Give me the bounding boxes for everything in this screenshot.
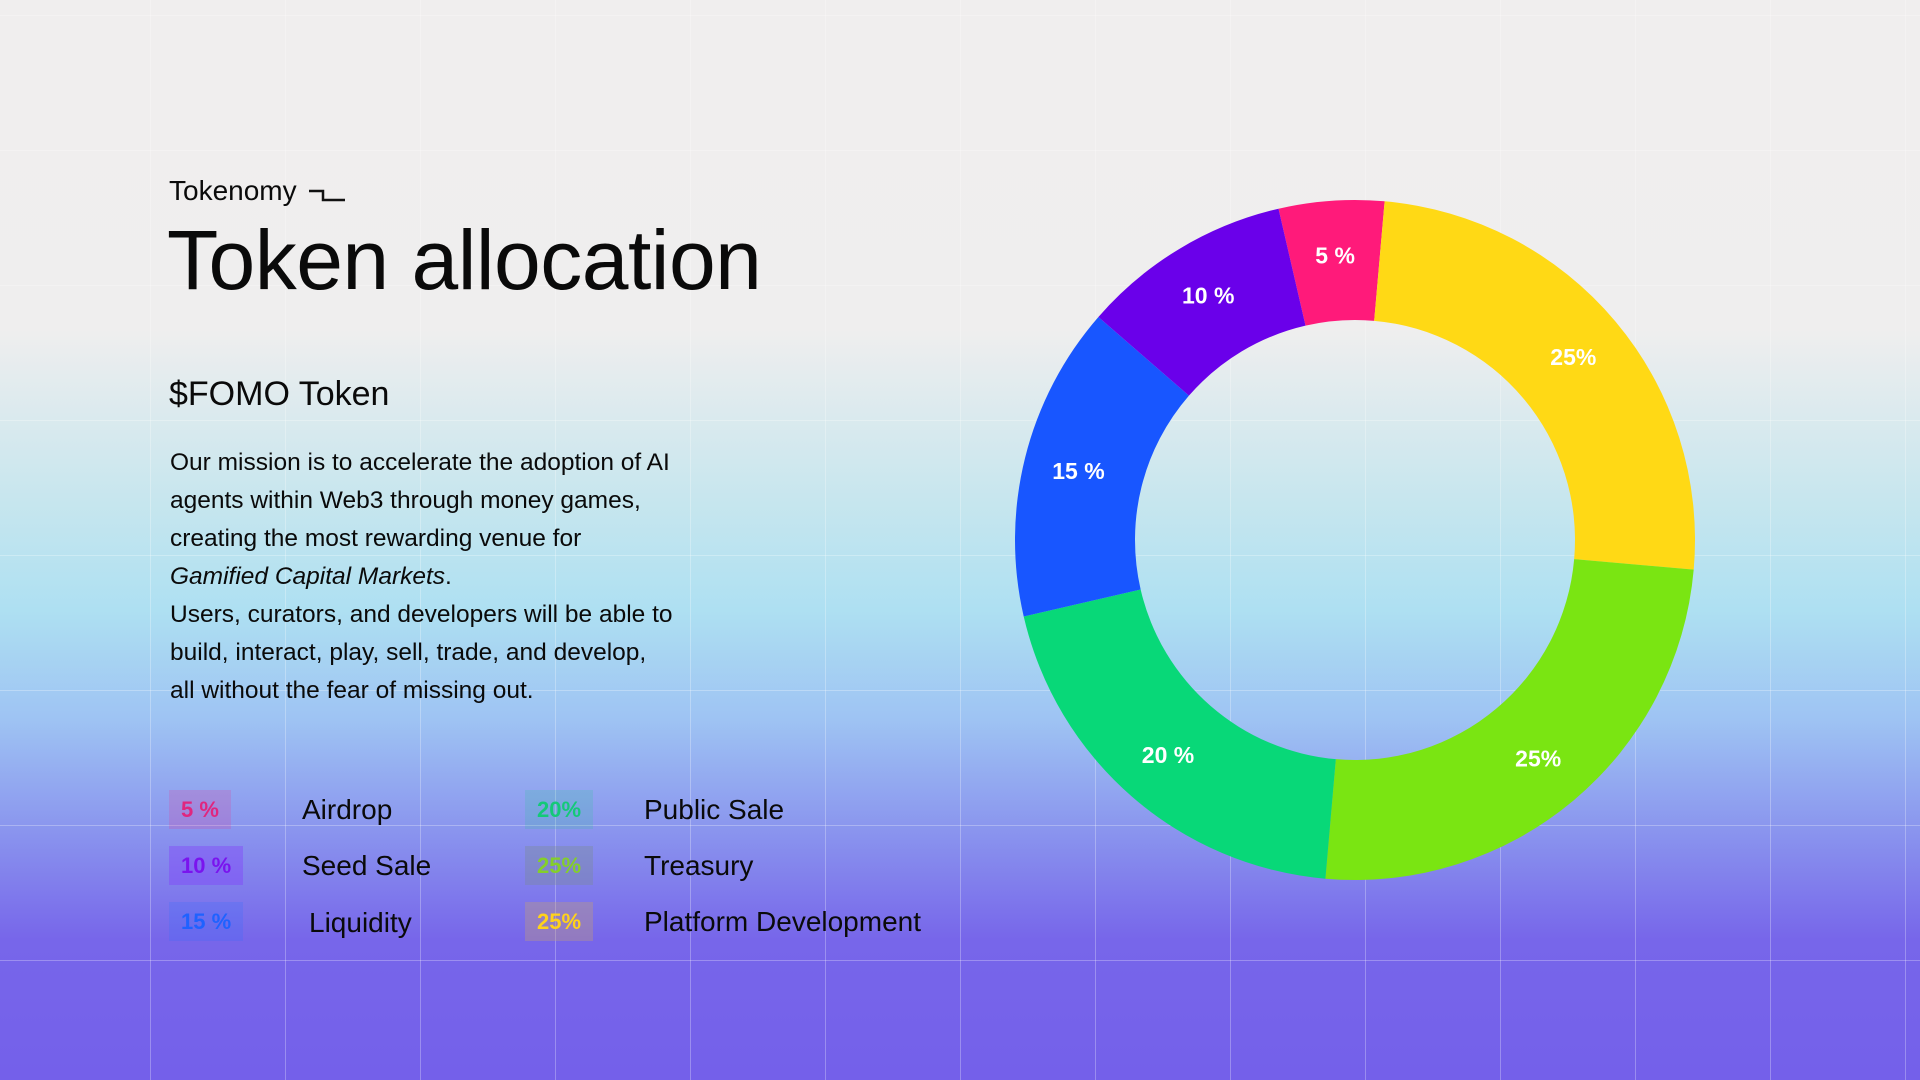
page-title: Token allocation [167,213,762,307]
allocation-donut-chart: 5 % 25% 25% 20 % 15 % 10 % [1015,200,1695,880]
donut-data-label: 10 % [1182,283,1234,309]
description-line: Our mission is to accelerate the adoptio… [170,449,670,476]
legend-badge: 25% [525,846,594,885]
grid-line [150,0,151,1080]
legend-item-seed-sale: 10 % [169,846,244,885]
token-name: $FOMO Token [169,375,390,413]
donut-data-label: 25% [1515,745,1561,771]
eyebrow: Tokenomy [169,175,347,207]
donut-slice-treasury [1325,559,1694,880]
description-line: all without the fear of missing out. [170,677,534,704]
token-description: Our mission is to accelerate the adoptio… [170,444,730,710]
grid-line [0,150,1920,151]
donut-data-label: 5 % [1315,243,1355,269]
legend-label: Seed Sale [302,850,432,881]
donut-slice-liquidity [1015,316,1189,617]
grid-line [1770,0,1771,1080]
donut-slice-platform-development [1374,201,1695,570]
legend-badge: 5 % [169,790,231,829]
legend-label: Public Sale [644,794,785,825]
allocation-legend: 5 % Airdrop 10 % Seed Sale 15 % Liquidit… [169,790,969,950]
legend-badge: 10 % [169,846,244,885]
legend-badge: 25% [525,902,594,941]
legend-item-public-sale: 20% [525,790,594,829]
donut-slice-airdrop [1278,200,1385,326]
donut-slice-public-sale [1023,589,1336,879]
legend-item-platform-development: 25% [525,902,594,941]
grid-line [0,960,1920,961]
legend-label: Liquidity [309,907,412,938]
description-line: build, interact, play, sell, trade, and … [170,639,647,666]
legend-item-airdrop: 5 % [169,790,231,829]
legend-badge: 20% [525,790,594,829]
legend-label: Treasury [644,850,754,881]
description-line: Users, curators, and developers will be … [170,601,673,628]
description-line: agents within Web3 through money games, [170,487,641,514]
description-emphasis: Gamified Capital Markets [170,563,446,590]
legend-label: Airdrop [302,794,393,825]
grid-line [0,15,1920,16]
legend-label: Platform Development [644,906,922,937]
step-line-icon [308,189,345,202]
legend-item-treasury: 25% [525,846,594,885]
description-period: . [445,563,452,590]
description-line: creating the most rewarding venue for [170,525,582,552]
donut-data-label: 15 % [1052,458,1104,484]
grid-line [1905,0,1906,1080]
donut-data-label: 20 % [1142,742,1194,768]
donut-slice-seed-sale [1098,208,1306,396]
legend-badge: 15 % [169,902,244,941]
donut-data-label: 25% [1550,344,1596,370]
description-line: Gamified Capital Markets. [170,558,730,596]
legend-item-liquidity: 15 % [169,902,244,941]
eyebrow-label: Tokenomy [169,175,297,206]
